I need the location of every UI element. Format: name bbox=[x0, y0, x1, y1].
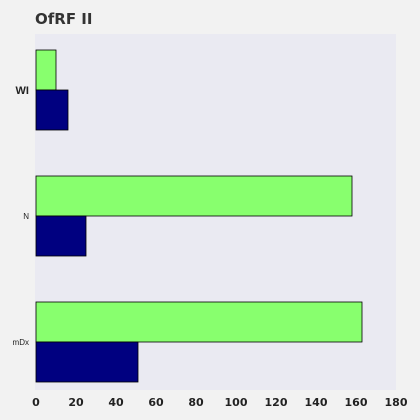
x-tick-label: 40 bbox=[108, 396, 124, 409]
bars-group bbox=[35, 49, 363, 383]
x-tick-label: 160 bbox=[345, 396, 368, 409]
bar-n-series-1 bbox=[35, 175, 353, 217]
bar-wi-series-2 bbox=[35, 89, 69, 131]
x-tick-label: 60 bbox=[148, 396, 164, 409]
x-tick-label: 120 bbox=[265, 396, 288, 409]
x-tick-label: 100 bbox=[225, 396, 248, 409]
y-tick-label: N bbox=[23, 212, 29, 221]
y-tick-label: mDx bbox=[13, 338, 29, 347]
x-tick-label: 20 bbox=[68, 396, 84, 409]
bar-n-series-2 bbox=[35, 215, 87, 257]
x-tick-labels: 0 20 40 60 80 100 120 140 160 180 bbox=[32, 396, 408, 409]
bar-wi-series-1 bbox=[35, 49, 57, 91]
chart-title: OfRF II bbox=[35, 10, 92, 28]
x-tick-label: 180 bbox=[385, 396, 408, 409]
bar-mdx-series-1 bbox=[35, 301, 363, 343]
y-tick-label: WI bbox=[16, 85, 29, 97]
bar-mdx-series-2 bbox=[35, 341, 139, 383]
x-tick-label: 0 bbox=[32, 396, 40, 409]
x-tick-label: 140 bbox=[305, 396, 328, 409]
x-tick-label: 80 bbox=[188, 396, 204, 409]
